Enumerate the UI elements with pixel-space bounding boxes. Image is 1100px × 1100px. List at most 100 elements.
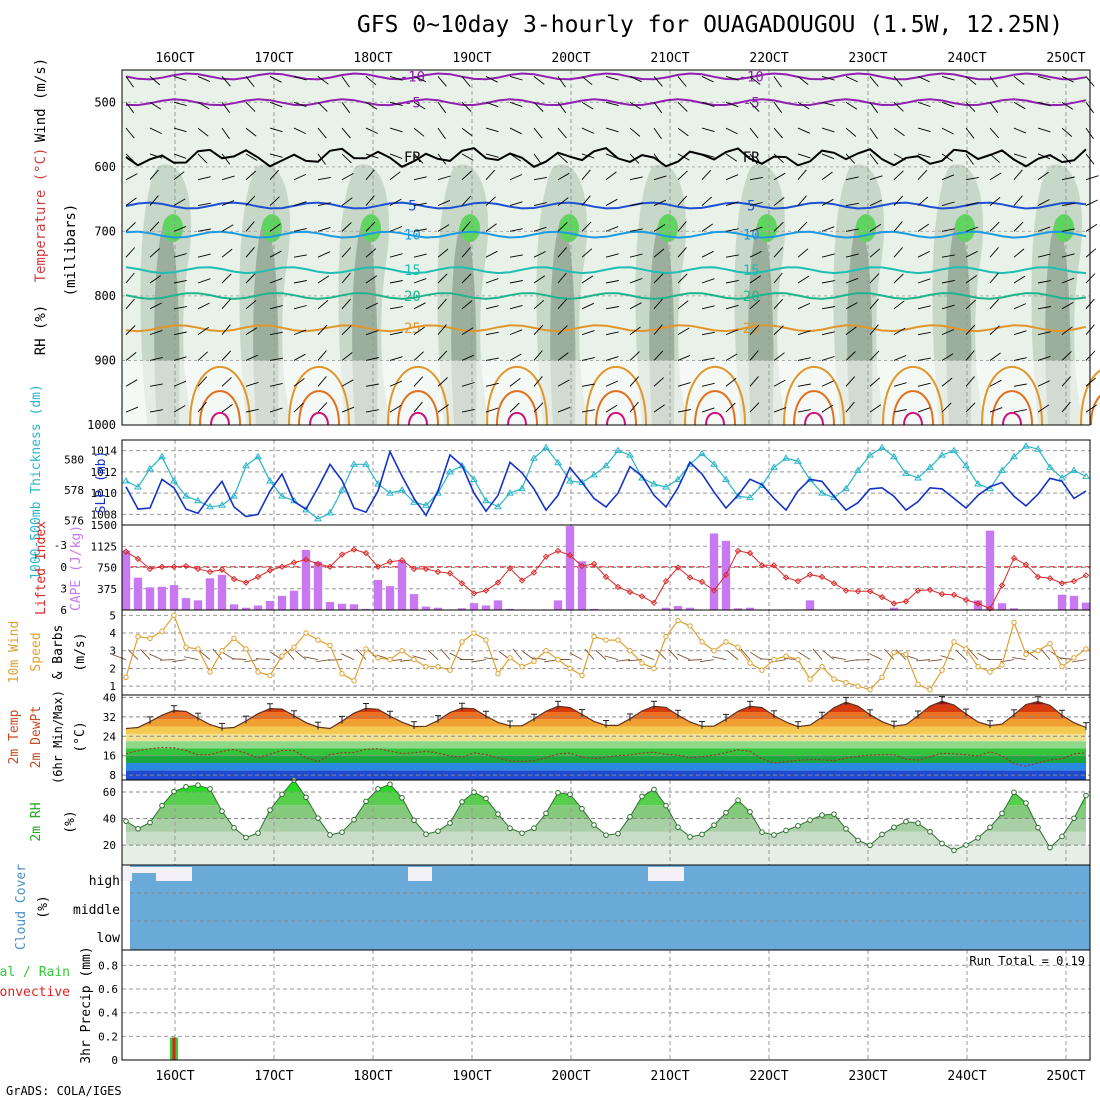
wind-barb: [797, 248, 809, 258]
slp-tick-label: 1012: [91, 466, 118, 479]
cape-bar: [1069, 595, 1079, 610]
wind-barb: [701, 223, 713, 232]
cape-bar: [157, 586, 167, 610]
wind-marker: [687, 623, 693, 629]
pressure-axis-label: (millibars): [63, 204, 79, 297]
wind-barb-10m: [472, 659, 487, 663]
wind-barb: [989, 172, 1002, 181]
wind-barb: [893, 101, 904, 112]
wind-barb: [557, 325, 568, 335]
wind-barb: [125, 247, 136, 258]
wind-barb: [1037, 306, 1051, 310]
thickness-marker: [386, 489, 394, 496]
wind-marker: [831, 676, 837, 682]
thickness-marker: [722, 475, 730, 482]
wind-barb-10m: [341, 653, 355, 660]
wind-barb: [629, 202, 643, 206]
wind-barb: [221, 350, 232, 361]
wind-barb-10m: [640, 654, 655, 660]
rh-marker: [471, 789, 477, 796]
isotherm-40: [309, 411, 329, 426]
wind-barb: [341, 406, 355, 413]
wind-barb-10m: [740, 648, 751, 660]
wind-barb: [677, 354, 691, 361]
isotherm: [125, 266, 1087, 275]
wind-barb: [605, 171, 617, 181]
rh-marker: [483, 795, 489, 802]
wind-barb: [893, 300, 905, 310]
thickness-marker: [506, 489, 514, 496]
wind-barb: [773, 325, 784, 335]
wind-barb: [725, 153, 738, 162]
wind-barb: [653, 199, 667, 206]
wind-barb: [917, 127, 931, 133]
wind-barb-10m: [812, 648, 823, 660]
wind-barb: [557, 153, 568, 164]
cloud-gap-high: [156, 867, 168, 881]
precip-tick-label: 0.4: [98, 1007, 118, 1020]
wind10-axis-label: (m/s): [73, 632, 88, 671]
wind-barb: [1037, 226, 1051, 232]
lifted-marker: [314, 560, 322, 568]
wind-barb: [917, 196, 929, 206]
thickness-axis-label: 1000-500mb Thickness (dm): [29, 384, 44, 580]
x-tick-label-bottom: 19OCT: [452, 1069, 491, 1084]
wind-barb: [653, 273, 664, 284]
wind-marker: [267, 672, 273, 679]
lifted-marker: [674, 564, 682, 571]
wind-barb-10m: [977, 652, 991, 660]
thickness-marker: [194, 496, 202, 504]
wind-barb: [845, 176, 859, 181]
wind-barb: [605, 280, 619, 284]
wind-barb: [965, 101, 976, 113]
rh-marker: [723, 809, 729, 816]
wind-barb: [941, 127, 954, 135]
rh-marker: [147, 819, 153, 826]
wind-barb: [821, 153, 835, 160]
cape-bar: [397, 560, 407, 610]
wind-barb: [389, 404, 402, 413]
wind-barb: [221, 102, 231, 113]
wind-barb: [365, 383, 379, 387]
precip-total-label: Total / Rain: [0, 965, 70, 980]
wind-barb: [989, 76, 998, 88]
x-tick-label-top: 17OCT: [254, 51, 293, 66]
isotherm-35: [991, 390, 1033, 426]
wind-marker: [471, 630, 477, 636]
wind-barb: [725, 329, 739, 336]
cape-bar: [313, 561, 323, 610]
wind-barb: [773, 407, 787, 413]
temp-band: [126, 712, 1086, 720]
cape-bar: [889, 607, 899, 610]
wind-barb: [653, 350, 664, 361]
cape-bar: [1057, 594, 1067, 610]
wind-marker: [891, 649, 897, 656]
wind-marker: [867, 686, 873, 693]
lifted-marker: [518, 577, 526, 584]
wind-barb: [485, 250, 498, 258]
wind-barb: [797, 221, 808, 232]
lifted-marker: [986, 605, 994, 612]
wind-barb: [341, 197, 353, 206]
wind-barb: [605, 380, 619, 387]
lifted-tick-label: 0: [60, 561, 67, 574]
wind-barb: [701, 153, 715, 158]
run-total-label: Run Total = 0.19: [969, 954, 1085, 968]
wind-marker: [1059, 663, 1065, 670]
wind-marker: [483, 637, 489, 643]
wind-barb: [149, 248, 161, 258]
lifted-marker: [242, 579, 250, 586]
wind-barb: [269, 169, 280, 181]
wind-barb: [293, 353, 306, 361]
thickness-marker: [782, 454, 790, 461]
wind-barb: [581, 101, 594, 110]
wind-barb: [317, 153, 326, 165]
thickness-marker: [746, 493, 754, 501]
rh-band: [126, 805, 1086, 819]
wind-barb: [509, 402, 520, 413]
wind-barb: [1061, 351, 1072, 361]
wind-marker: [843, 679, 849, 686]
isotherm-40: [408, 411, 428, 426]
wind-marker: [171, 612, 177, 619]
wind-barb: [149, 275, 161, 284]
